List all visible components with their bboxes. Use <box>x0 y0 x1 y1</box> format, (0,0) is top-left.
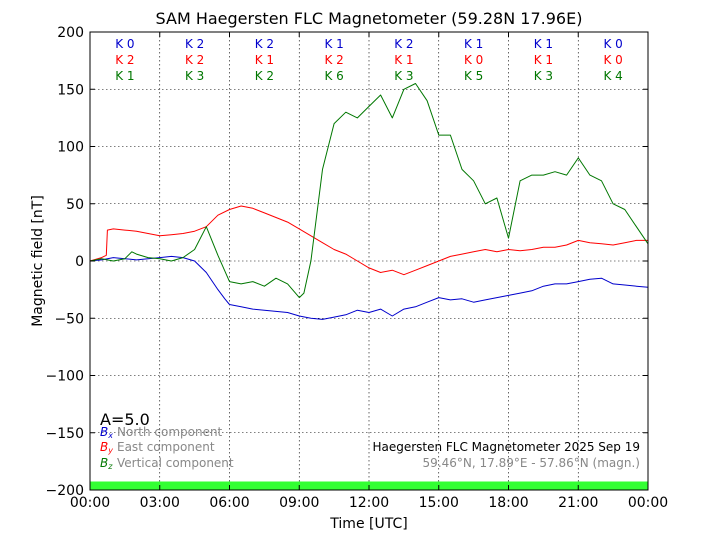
k-index-east: K 2 <box>324 53 343 67</box>
series-line-north <box>89 255 649 320</box>
tick-marks <box>89 31 649 491</box>
k-index-north: K 1 <box>324 37 343 51</box>
annotation-station-date: Haegersten FLC Magnetometer 2025 Sep 19 <box>372 440 640 454</box>
y-tick-label: 0 <box>75 254 84 270</box>
y-axis-label: Magnetic field [nT] <box>30 195 46 327</box>
x-tick-label: 00:00 <box>628 495 668 511</box>
series-line-east <box>89 205 648 276</box>
svg-text:By: By <box>100 440 113 455</box>
k-index-vertical: K 5 <box>464 69 483 83</box>
legend-label-east: East component <box>117 440 215 454</box>
k-index-north: K 0 <box>603 37 622 51</box>
k-index-vertical: K 6 <box>324 69 343 83</box>
k-index-north: K 2 <box>255 37 274 51</box>
y-tick-label: 200 <box>57 25 84 41</box>
series-lines <box>89 83 649 320</box>
k-index-east: K 1 <box>255 53 274 67</box>
x-axis-label: Time [UTC] <box>329 516 407 532</box>
k-index-vertical: K 1 <box>115 69 134 83</box>
k-index-vertical: K 3 <box>185 69 204 83</box>
k-index-labels: K 0 K 2 K 2 K 1 K 2 K 1 K 1 K 0 K 2 K 2 K 1 K 2 K 1 K… <box>115 37 623 83</box>
k-index-vertical: K 4 <box>603 69 622 83</box>
y-tick-label: −50 <box>54 311 84 327</box>
k-index-east: K 2 <box>115 53 134 67</box>
y-tick-label: 100 <box>57 140 84 156</box>
k-index-vertical: K 3 <box>394 69 413 83</box>
x-tick-label: 21:00 <box>558 495 598 511</box>
x-tick-label: 06:00 <box>209 495 249 511</box>
y-tick-label: 150 <box>57 82 84 98</box>
grid-lines <box>90 32 648 490</box>
k-index-north: K 0 <box>115 37 134 51</box>
y-tick-label: −150 <box>46 426 84 442</box>
x-tick-label: 18:00 <box>488 495 528 511</box>
y-tick-label: −200 <box>46 483 84 499</box>
k-index-vertical: K 3 <box>534 69 553 83</box>
legend-label-vertical: Vertical component <box>117 456 234 470</box>
annotation-coordinates: 59.46°N, 17.89°E - 57.86°N (magn.) <box>423 456 640 470</box>
a-index-label: A=5.0 <box>100 410 150 429</box>
k-index-north: K 2 <box>394 37 413 51</box>
k-index-east: K 0 <box>464 53 483 67</box>
x-tick-label: 15:00 <box>419 495 459 511</box>
tick-labels: 00:00 03:00 06:00 09:00 12:00 15:00 18:00 21:00… <box>46 25 669 511</box>
svg-text:Bx: Bx <box>100 425 113 440</box>
x-tick-label: 09:00 <box>279 495 319 511</box>
x-tick-label: 12:00 <box>349 495 389 511</box>
k-index-east: K 1 <box>534 53 553 67</box>
x-tick-label: 03:00 <box>140 495 180 511</box>
chart-title: SAM Haegersten FLC Magnetometer (59.28N … <box>156 9 583 28</box>
k-index-east: K 2 <box>185 53 204 67</box>
y-tick-label: 50 <box>66 197 84 213</box>
legend: Bx North component By East component Bz … <box>100 425 234 471</box>
legend-item-east: By East component <box>100 440 215 455</box>
k-index-east: K 1 <box>394 53 413 67</box>
series-line-vertical <box>89 83 649 299</box>
y-tick-label: −100 <box>46 369 84 385</box>
x-tick-label: 00:00 <box>70 495 110 511</box>
legend-item-vertical: Bz Vertical component <box>100 456 234 471</box>
legend-item-north: Bx North component <box>100 425 223 440</box>
k-index-north: K 1 <box>534 37 553 51</box>
k-index-north: K 1 <box>464 37 483 51</box>
legend-label-north: North component <box>117 425 223 439</box>
k-index-vertical: K 2 <box>255 69 274 83</box>
svg-text:Bz: Bz <box>100 456 113 471</box>
k-index-north: K 2 <box>185 37 204 51</box>
k-index-east: K 0 <box>603 53 622 67</box>
